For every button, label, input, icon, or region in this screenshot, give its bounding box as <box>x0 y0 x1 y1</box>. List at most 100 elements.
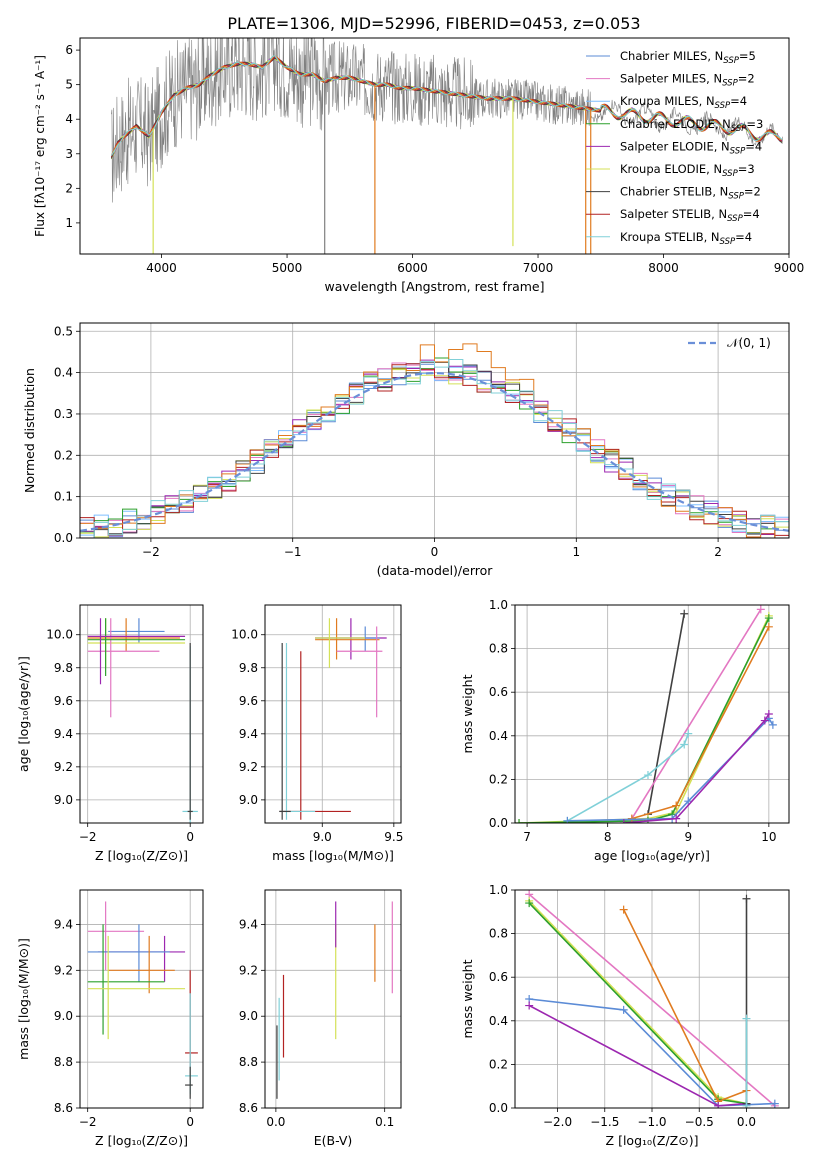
spectrum-panel: 4000 5000 6000 7000 8000 9000 1 2 3 4 5 6 wavelength… <box>33 37 805 294</box>
y-tick-label: 1 <box>65 216 73 230</box>
legend-label-text: Kroupa STELIB, N <box>620 230 720 244</box>
legend-entry: Kroupa STELIB, NSSP=4 <box>620 230 752 247</box>
y-tick-label: 8.6 <box>239 1101 258 1115</box>
massweight-vs-metallicity-panel: −2.0 −1.5 −1.0 −0.5 0.0 0.0 0.2 0.4 0.6 0.8 1.0 Z [… <box>460 883 790 1148</box>
y-tick-label: 0.8 <box>489 642 508 656</box>
x-tick-label: 0 <box>186 830 194 844</box>
x-axis-label: wavelength [Angstrom, rest frame] <box>324 279 544 294</box>
mass-weight-line <box>631 608 762 820</box>
mass-weight-marker <box>563 816 572 823</box>
x-tick-label: −2 <box>79 1115 97 1129</box>
legend-entry: Salpeter STELIB, NSSP=4 <box>620 207 760 224</box>
x-tick-label: 8 <box>604 830 612 844</box>
x-tick-label: 0.1 <box>375 1115 394 1129</box>
y-axis-label: mass weight <box>460 674 475 753</box>
mass-weight-marker <box>756 605 765 614</box>
legend-entry: Salpeter ELODIE, NSSP=4 <box>620 139 762 156</box>
y-tick-label: 9.0 <box>239 1009 258 1023</box>
data-point <box>315 626 380 652</box>
mass-weight-marker <box>672 801 681 810</box>
x-tick-label: −1 <box>284 545 302 559</box>
mass-weight-marker <box>619 819 628 823</box>
legend-label-text: Salpeter ELODIE, N <box>620 139 730 153</box>
x-tick-label: 5000 <box>272 261 303 275</box>
y-tick-label: 0.2 <box>489 772 508 786</box>
legend-label-suffix: =3 <box>738 162 755 176</box>
residual-histogram-panel: −2 −1 0 1 2 0.0 0.1 0.2 0.3 0.4 0.5 (data-model)/er… <box>22 322 790 578</box>
data-point <box>279 642 316 820</box>
legend-label-sub: SSP <box>730 146 746 156</box>
legend-label-suffix: =3 <box>746 117 763 131</box>
data-point <box>87 618 186 677</box>
axes-frame <box>79 322 790 539</box>
x-tick-label: 9000 <box>774 261 805 275</box>
y-tick-label: 9.2 <box>54 963 73 977</box>
legend-label-suffix: =4 <box>735 230 752 244</box>
plot-area <box>515 605 789 823</box>
legend-label-text: Chabrier ELODIE, N <box>620 117 731 131</box>
data-point <box>97 935 186 982</box>
legend-label-sub: SSP <box>727 214 743 224</box>
mass-weight-marker <box>764 622 773 631</box>
mass-weight-marker <box>742 894 751 903</box>
y-tick-label: 5 <box>65 78 73 92</box>
y-tick-label: 9.2 <box>54 760 73 774</box>
axes-frame <box>264 889 402 1109</box>
legend-label-suffix: =2 <box>738 72 755 86</box>
y-tick-label: 0.0 <box>489 1101 508 1115</box>
x-tick-label: 9.0 <box>313 830 332 844</box>
mass-weight-line <box>567 717 774 822</box>
histogram-step-line <box>80 359 789 538</box>
y-tick-label: 6 <box>65 43 73 57</box>
y-tick-label: 9.4 <box>239 727 258 741</box>
x-tick-label: −2 <box>142 545 160 559</box>
y-tick-label: 1.0 <box>489 598 508 612</box>
x-tick-label: 8000 <box>648 261 679 275</box>
y-axis-label: mass weight <box>460 959 475 1038</box>
x-tick-label: −0.5 <box>685 1115 714 1129</box>
y-tick-label: 0.2 <box>489 1057 508 1071</box>
data-point <box>108 935 175 994</box>
y-tick-label: 9.4 <box>239 917 258 931</box>
y-tick-label: 4 <box>65 112 73 126</box>
y-tick-label: 0.0 <box>489 816 508 830</box>
mass-weight-marker <box>619 905 628 914</box>
y-tick-label: 0.4 <box>489 1014 508 1028</box>
mass-weight-line <box>647 613 685 815</box>
mass-weight-marker <box>525 1001 534 1010</box>
mass-weight-marker <box>742 1101 751 1108</box>
data-point <box>315 618 380 660</box>
mass-weight-marker <box>742 1014 751 1023</box>
legend-entry: Salpeter MILES, NSSP=2 <box>620 72 755 89</box>
mass-weight-line <box>518 617 770 823</box>
y-tick-label: 9.2 <box>239 963 258 977</box>
mass-weight-marker <box>770 1099 779 1108</box>
legend-label-text: Chabrier STELIB, N <box>620 185 728 199</box>
x-tick-label: 7000 <box>523 261 554 275</box>
x-tick-label: 4000 <box>146 261 177 275</box>
mass-vs-metallicity-panel: −2 0 8.6 8.8 9.0 9.2 9.4 Z [log₁₀(Z/Z⊙)] mass [l… <box>16 889 204 1148</box>
mass-weight-line <box>567 733 690 822</box>
x-axis-label: E(B-V) <box>314 1133 353 1148</box>
y-tick-label: 0.5 <box>54 324 73 338</box>
y-tick-label: 8.6 <box>54 1101 73 1115</box>
y-axis-label: age [log₁₀(age/yr)] <box>16 656 31 772</box>
y-tick-label: 9.8 <box>239 661 258 675</box>
x-tick-label: 0 <box>431 545 439 559</box>
x-tick-label: −1.0 <box>637 1115 666 1129</box>
y-tick-label: 9.4 <box>54 727 73 741</box>
y-tick-label: 8.8 <box>239 1055 258 1069</box>
x-axis-label: Z [log₁₀(Z/Z⊙)] <box>606 1133 699 1148</box>
legend-label-sub: SSP <box>722 79 738 89</box>
mass-weight-marker <box>680 609 689 618</box>
x-axis-label: Z [log₁₀(Z/Z⊙)] <box>95 1133 188 1148</box>
data-point <box>87 924 165 1035</box>
axes-frame <box>79 604 204 824</box>
y-tick-label: 10.0 <box>231 628 258 642</box>
x-tick-label: 7 <box>523 830 531 844</box>
legend-label-suffix: =2 <box>744 185 761 199</box>
x-tick-label: 9.5 <box>384 830 403 844</box>
data-point <box>108 618 165 643</box>
plot-area <box>80 890 203 1108</box>
massweight-vs-age-panel: 7 8 9 10 0.0 0.2 0.4 0.6 0.8 1.0 age [log₁₀(age/yr… <box>460 598 790 863</box>
